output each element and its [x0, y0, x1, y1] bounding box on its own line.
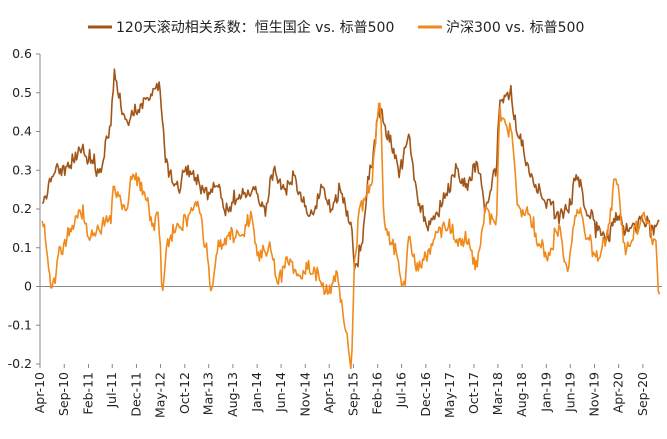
x-tick-label: Jun-19 — [562, 372, 577, 413]
y-tick-label: -0.1 — [8, 317, 32, 332]
x-tick-label: Aug-13 — [225, 372, 240, 417]
y-tick-label: 0.5 — [12, 85, 32, 100]
legend-label-hsce: 120天滚动相关系数：恒生国企 vs. 标普500 — [116, 19, 394, 36]
y-tick-label: 0.1 — [12, 240, 32, 255]
y-tick-label: 0.3 — [12, 162, 32, 177]
x-tick-label: Jul-11 — [104, 372, 119, 409]
x-tick-label: Feb-16 — [370, 372, 385, 415]
x-tick-label: Apr-10 — [32, 372, 47, 413]
x-tick-label: Sep-20 — [635, 372, 650, 416]
x-tick-label: Nov-19 — [587, 372, 602, 417]
x-tick-label: Oct-17 — [466, 372, 481, 414]
x-tick-label: Apr-20 — [611, 372, 626, 413]
x-tick-label: Apr-15 — [321, 372, 336, 413]
x-tick-label: Jan-19 — [538, 372, 553, 413]
y-tick-label: 0.2 — [12, 201, 32, 216]
x-tick-label: Sep-15 — [345, 372, 360, 416]
series-lines — [41, 68, 661, 370]
x-tick-label: Jun-14 — [273, 372, 288, 413]
x-tick-label: May-12 — [153, 372, 168, 418]
series-line-0 — [41, 68, 660, 271]
x-tick-label: Jan-14 — [249, 372, 264, 413]
y-tick-label: 0.4 — [12, 124, 32, 139]
y-tick-label: 0.6 — [12, 46, 32, 61]
x-tick-label: Aug-18 — [514, 372, 529, 417]
y-tick-label: -0.2 — [8, 356, 32, 371]
x-tick-label: Dec-11 — [128, 372, 143, 417]
x-tick-label: Feb-11 — [80, 372, 95, 415]
x-tick-label: May-17 — [442, 372, 457, 418]
y-tick-label: 0 — [24, 279, 32, 294]
x-tick-label: Dec-16 — [418, 372, 433, 417]
x-tick-label: Nov-14 — [297, 372, 312, 417]
legend: 120天滚动相关系数：恒生国企 vs. 标普500 沪深300 vs. 标普50… — [88, 19, 584, 36]
x-tick-label: Mar-18 — [490, 372, 505, 415]
axes: -0.2 -0.1 0 0.1 0.2 0.3 0.4 0.5 0.6 Apr-10 Sep-10 F… — [8, 46, 662, 418]
x-tick-label: Oct-12 — [177, 372, 192, 414]
legend-label-csi300: 沪深300 vs. 标普500 — [446, 20, 584, 36]
x-tick-label: Mar-13 — [201, 372, 216, 415]
x-tick-label: Jul-16 — [394, 372, 409, 409]
x-tick-label: Sep-10 — [56, 372, 71, 416]
series-line-1 — [41, 102, 661, 370]
